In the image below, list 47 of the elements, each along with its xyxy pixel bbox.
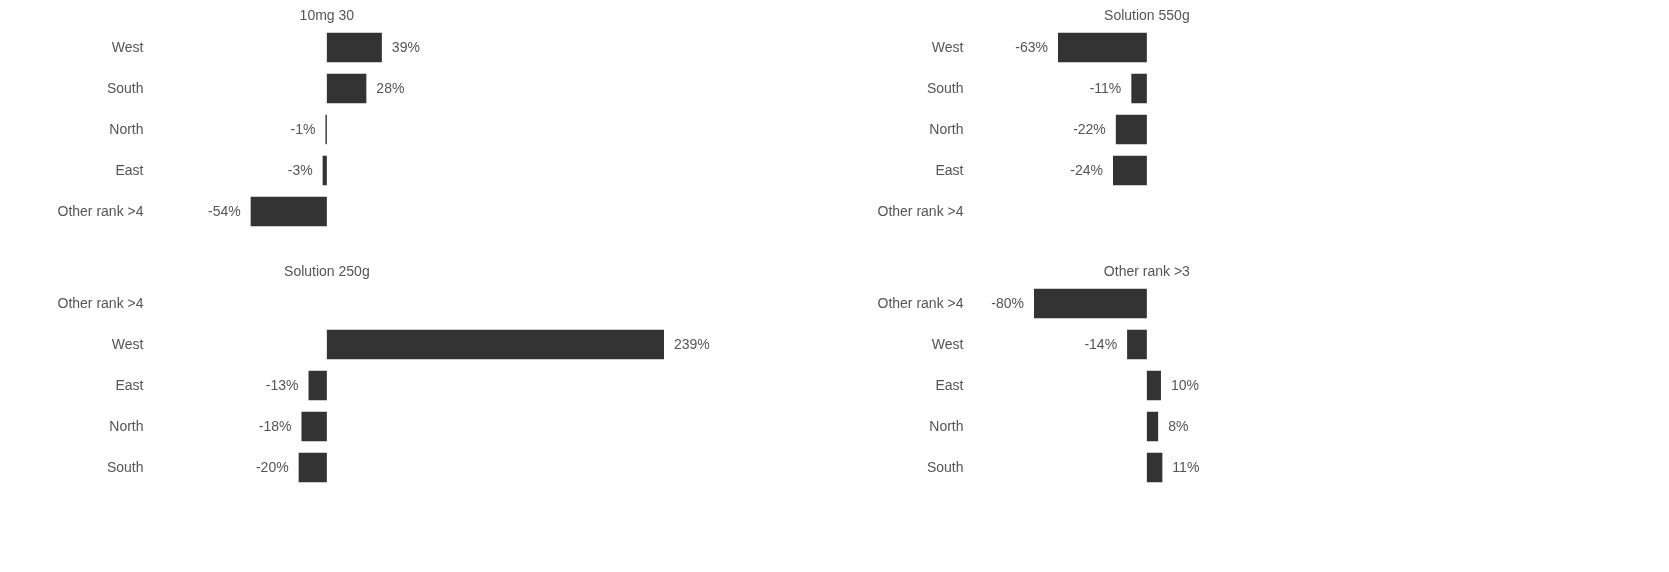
y-tick-label: North [109,417,144,434]
chart-title: 10mg 30 [299,7,355,23]
data-label: 28% [376,79,405,96]
y-tick-label: Other rank >4 [57,202,144,219]
data-label: 239% [674,335,710,352]
y-tick-label: North [929,120,964,137]
data-label: -22% [1073,120,1106,137]
data-label: -11% [1089,79,1122,96]
data-label: 10% [1170,376,1199,393]
y-tick-label: West [111,38,144,55]
chart-title: Other rank >3 [1103,263,1191,279]
data-label: 8% [1168,417,1189,434]
y-tick-label: East [935,376,964,393]
data-label: -1% [290,120,316,137]
y-tick-label: Other rank >4 [877,294,964,311]
bar [1146,370,1161,401]
y-tick-label: West [111,335,144,352]
data-label: -18% [258,417,292,434]
data-label: -24% [1070,161,1103,178]
data-label: -13% [265,376,299,393]
data-label: -54% [207,202,241,219]
y-tick-label: Other rank >4 [877,202,964,219]
data-label: -14% [1084,335,1118,352]
y-tick-label: East [935,161,964,178]
bar [1034,288,1147,319]
y-tick-label: South [106,458,144,475]
y-tick-label: South [926,79,964,96]
data-label: -3% [287,161,313,178]
y-tick-label: South [926,458,964,475]
y-tick-label: North [109,120,144,137]
bar [1146,411,1159,442]
y-tick-label: Other rank >4 [57,294,144,311]
y-tick-label: East [115,161,144,178]
y-tick-label: East [115,376,144,393]
bar [1146,452,1163,483]
bar [1127,329,1147,360]
data-label: -63% [1015,38,1048,55]
chart-title: Solution 250g [284,263,370,279]
data-label: -80% [991,294,1024,311]
y-tick-label: North [929,417,964,434]
y-tick-label: West [931,38,964,55]
data-label: 11% [1172,458,1200,475]
data-label: -20% [255,458,289,475]
y-tick-label: South [106,79,144,96]
data-label: 39% [391,38,420,55]
y-tick-label: West [931,335,964,352]
chart-title: Solution 550g [1104,7,1190,23]
